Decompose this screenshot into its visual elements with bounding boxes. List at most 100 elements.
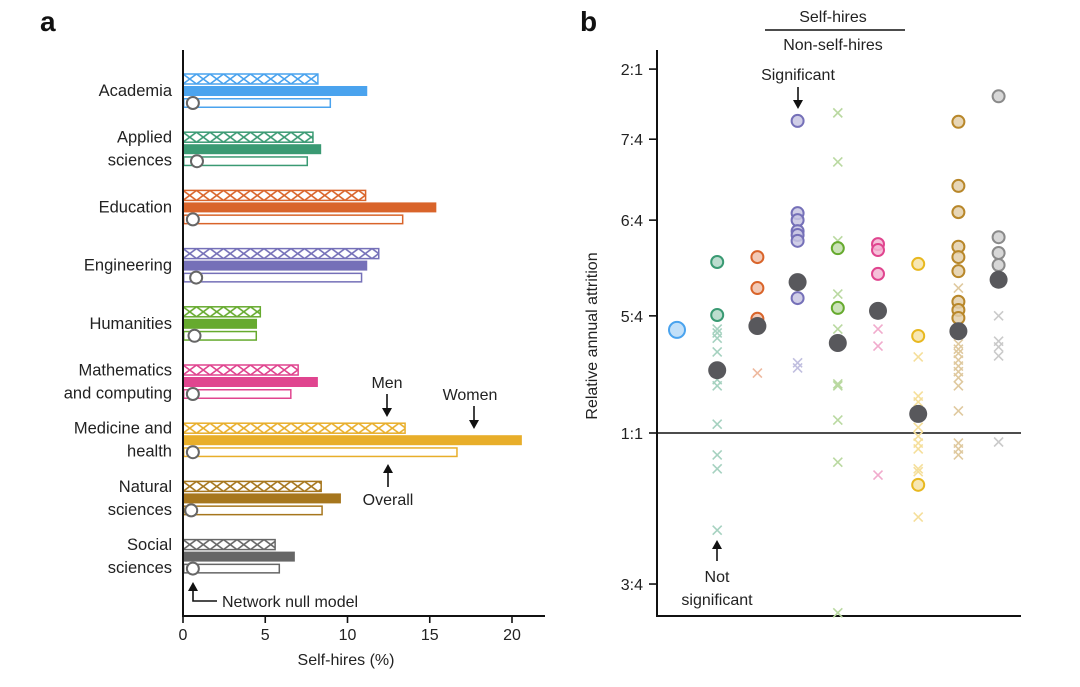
null-model-marker: [185, 212, 200, 227]
bar-women: [183, 144, 322, 155]
not-significant-point: [993, 350, 1004, 362]
significant-point: [951, 310, 966, 325]
not-significant-point: [953, 405, 964, 416]
not-significant-point: [993, 436, 1004, 448]
bar-women: [183, 551, 295, 562]
bar-men: [182, 538, 276, 551]
panel-b-letter: b: [580, 6, 597, 37]
bar-women: [183, 493, 341, 504]
bar-men: [182, 73, 319, 85]
not-significant-point: [832, 414, 843, 426]
not-significant-point: [832, 323, 843, 335]
not-significant-point: [712, 449, 723, 461]
not-significant-point: [872, 341, 884, 352]
field-column: [909, 256, 928, 523]
bar-group: [182, 422, 522, 460]
field-mean-point: [748, 317, 767, 336]
field-column: [869, 237, 887, 481]
null-model-marker: [189, 154, 204, 169]
category-label: sciences: [108, 559, 172, 577]
category-label: Engineering: [84, 257, 172, 275]
category-label: sciences: [108, 501, 172, 519]
not-significant-point: [953, 449, 964, 461]
not-significant-point: [792, 357, 803, 368]
bar-men: [182, 364, 299, 376]
significant-point: [750, 250, 765, 265]
not-significant-point: [832, 156, 843, 167]
y-axis-title: Relative annual attrition: [584, 252, 601, 419]
category-label: Social: [127, 536, 172, 554]
annotation-women-label: Women: [443, 387, 498, 404]
x-ticks: 0 5 10 15 20: [179, 616, 521, 644]
significant-point: [871, 266, 885, 281]
bar-women: [183, 202, 437, 213]
null-model-marker: [185, 387, 200, 401]
not-significant-point: [913, 351, 924, 362]
y-tick-label: 6:4: [621, 213, 643, 230]
significant-point: [991, 89, 1006, 104]
significant-point: [790, 233, 805, 248]
y-tick-label: 1:1: [621, 426, 643, 443]
annotation-women: Women: [443, 387, 498, 429]
category-label: Humanities: [89, 315, 172, 333]
arrow-null-shaft: [192, 588, 217, 602]
not-significant-point: [792, 362, 803, 373]
annotation-significant: Significant: [761, 67, 835, 109]
not-significant-point: [993, 341, 1004, 353]
not-significant-point: [712, 333, 723, 344]
significant-point: [830, 241, 845, 256]
annotation-men: Men: [371, 375, 403, 417]
ratio-numerator: Self-hires: [799, 9, 867, 26]
significant-point: [951, 178, 966, 193]
category-label: Education: [99, 198, 172, 216]
significant-point: [710, 308, 725, 323]
y-tick-label: 7:4: [621, 132, 643, 149]
bar-overall: [183, 272, 363, 283]
field-mean-point: [788, 273, 807, 292]
significant-point: [710, 255, 725, 270]
bar-group: [182, 73, 368, 110]
not-significant-point: [993, 310, 1004, 321]
field-mean-point: [708, 361, 727, 380]
y-tick-label: 3:4: [621, 577, 643, 594]
bar-overall: [183, 98, 332, 108]
annotation-not-significant-line1: Not: [705, 569, 730, 586]
scatter-points: [668, 89, 1008, 618]
bar-men: [182, 247, 380, 260]
category-label: Natural: [119, 478, 172, 496]
significant-point: [871, 243, 885, 258]
x-tick-label: 20: [503, 627, 521, 644]
not-significant-point: [832, 378, 843, 389]
y-tick-label: 2:1: [621, 62, 643, 79]
category-label: sciences: [108, 152, 172, 170]
bar-women: [183, 435, 522, 446]
significant-point: [790, 113, 805, 128]
significant-point: [991, 245, 1006, 260]
x-axis-title: Self-hires (%): [298, 652, 395, 669]
not-significant-point: [832, 380, 843, 391]
annotation-overall-label: Overall: [363, 492, 414, 509]
field-column: [708, 255, 727, 536]
panel-a: a Academia Applied sciences Education Engine…: [40, 6, 545, 669]
annotation-not-significant: Not significant: [681, 540, 753, 609]
not-significant-point: [913, 512, 924, 523]
significant-point: [790, 291, 805, 306]
arrow-null-head: [188, 582, 198, 591]
null-model-marker: [185, 96, 200, 110]
bar-women: [183, 260, 368, 271]
category-label: Mathematics: [78, 362, 172, 380]
bar-group: [182, 247, 380, 285]
field-column: [949, 114, 968, 461]
not-significant-point: [913, 422, 924, 433]
not-significant-point: [712, 346, 723, 357]
null-model-marker: [185, 445, 200, 460]
null-model-marker: [187, 328, 202, 343]
significant-point: [951, 205, 966, 220]
not-significant-point: [712, 380, 723, 391]
significant-point: [750, 281, 765, 296]
not-significant-point: [913, 463, 924, 474]
field-mean-point: [989, 270, 1008, 289]
bar-group: [182, 189, 437, 227]
not-significant-point: [752, 367, 763, 379]
